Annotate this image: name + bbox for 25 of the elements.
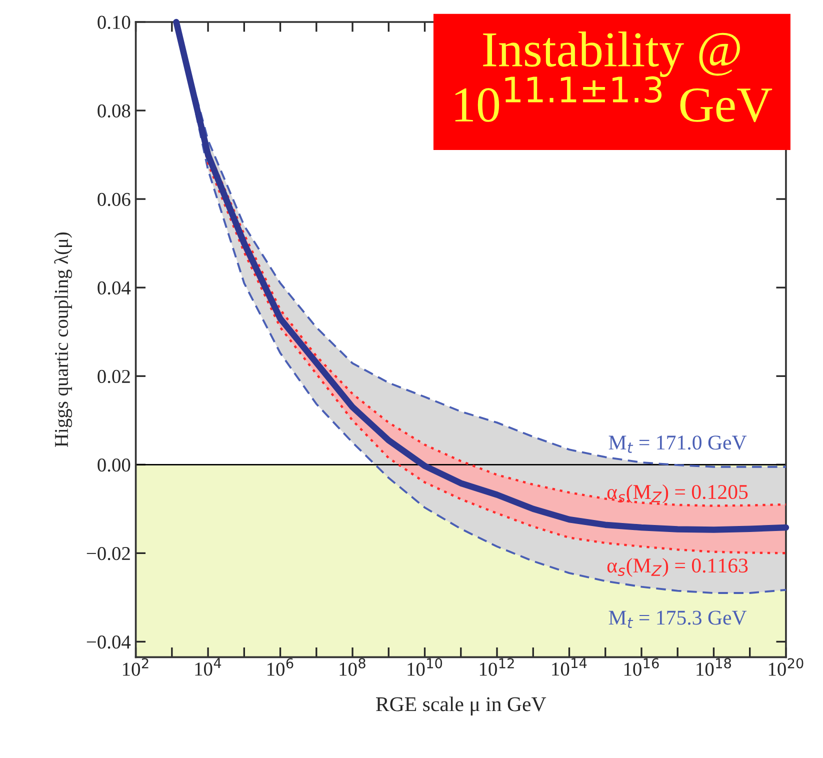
series-label: α$_{s}$(M$_{Z}$) = 0.1163 (607, 558, 748, 577)
annotation: Instability @ 10$^{11.1±1.3}$ GeV (455, 32, 772, 122)
x-tick-label: 10$^{4}$ (195, 658, 222, 676)
y-tick-label: 0.08 (98, 104, 130, 118)
x-tick-label: 10$^{16}$ (624, 658, 659, 676)
y-tick-label: 0.04 (98, 281, 131, 295)
y-axis-title: Higgs quartic coupling λ(μ) (54, 232, 72, 447)
x-tick-label: 10$^{8}$ (340, 658, 366, 676)
y-tick-label: 0.00 (98, 458, 130, 472)
x-tick-label: 10$^{14}$ (552, 658, 587, 676)
x-axis-title: RGE scale μ in GeV (376, 696, 546, 716)
x-tick-label: 10$^{6}$ (268, 658, 294, 676)
y-tick-label: 0.06 (98, 192, 130, 206)
x-tick-label: 10$^{18}$ (696, 658, 731, 676)
y-tick-label: −0.02 (86, 546, 130, 560)
series-label: α$_{s}$(M$_{Z}$) = 0.1205 (607, 484, 748, 504)
x-tick-label: 10$^{20}$ (768, 658, 804, 676)
x-tick-label: 10$^{12}$ (480, 658, 514, 676)
y-tick-label: 0.10 (98, 16, 130, 30)
series-label: M$_{t}$ = 171.0 GeV (608, 436, 747, 453)
series-label: M$_{t}$ = 175.3 GeV (608, 610, 747, 628)
x-tick-label: 10$^{10}$ (408, 658, 442, 676)
y-tick-label: 0.02 (98, 370, 130, 384)
x-tick-label: 10$^{2}$ (123, 658, 148, 676)
y-tick-label: −0.04 (86, 636, 131, 649)
